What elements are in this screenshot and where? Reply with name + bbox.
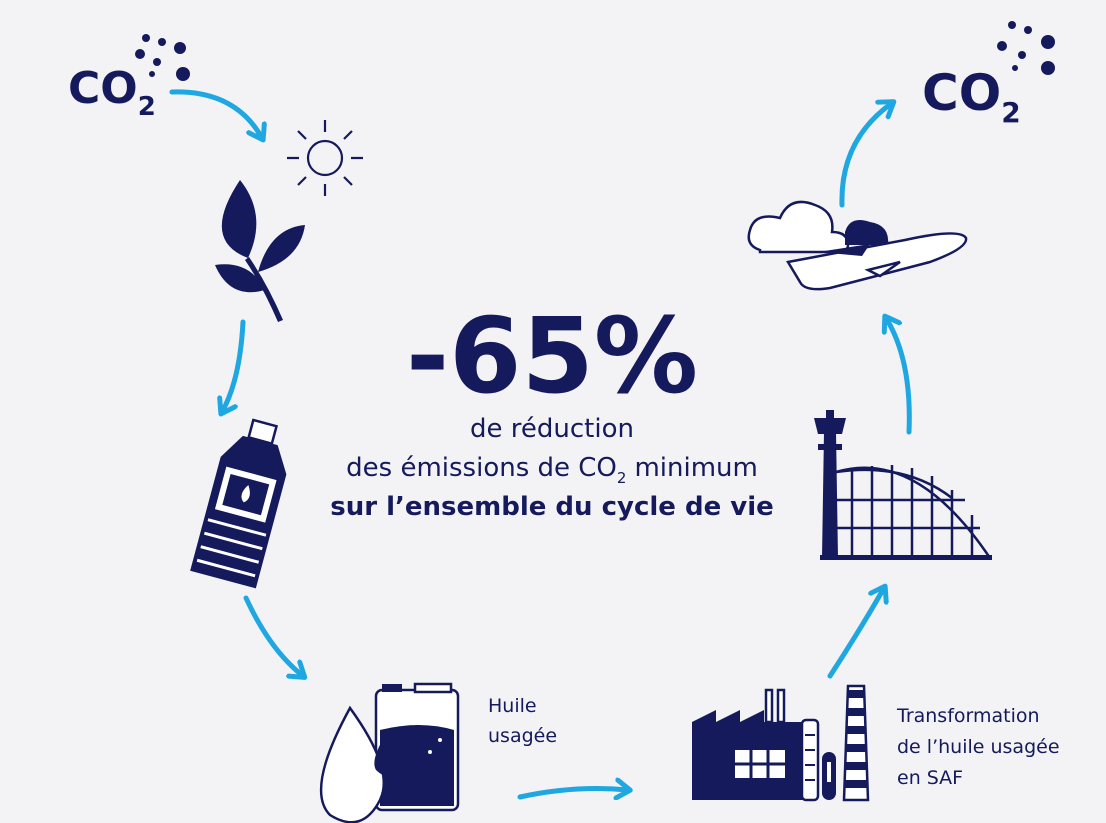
line-part: des émissions de CO: [346, 453, 617, 483]
arrow: [222, 319, 246, 412]
label-line: Huile: [488, 695, 537, 717]
bottle-icon: [190, 418, 287, 589]
arrow: [827, 588, 884, 679]
cycle-arrows: [169, 89, 912, 797]
transformation-label: Transformation de l’huile usagée en SAF: [896, 705, 1066, 789]
center-line: des émissions de CO2 minimum: [346, 453, 758, 487]
co2-sub: 2: [138, 92, 156, 122]
airport-icon: [814, 410, 992, 560]
co2-main: CO: [68, 63, 138, 114]
label-line: de l’huile usagée: [897, 736, 1060, 758]
arrow: [243, 595, 303, 676]
plane-icon: [747, 200, 968, 291]
co2-left: CO2: [68, 34, 190, 122]
co2-sub: 2: [1001, 96, 1020, 129]
sun-icon: [287, 120, 363, 196]
oil-icon: [319, 682, 460, 823]
factory-icon: [692, 684, 870, 802]
co2-label: CO2: [922, 64, 1021, 129]
co2-label: CO2: [68, 63, 156, 122]
line-subscript: 2: [617, 469, 627, 487]
arrow: [169, 89, 262, 138]
center-line: de réduction: [470, 414, 634, 444]
co2-right: CO2: [922, 21, 1055, 129]
arrow: [886, 318, 912, 435]
label-line: en SAF: [897, 767, 963, 789]
headline: -65%: [406, 295, 698, 417]
co2-main: CO: [922, 64, 1001, 122]
label-line: usagée: [488, 725, 557, 747]
center-statement: -65% de réduction des émissions de CO2 mi…: [330, 295, 774, 522]
plant-icon: [215, 180, 305, 322]
label-line: Transformation: [896, 705, 1040, 727]
arrow: [839, 103, 892, 208]
line-part: minimum: [634, 453, 757, 483]
oil-label: Huile usagée: [488, 695, 557, 747]
arrow: [517, 789, 628, 797]
center-line: sur l’ensemble du cycle de vie: [330, 492, 774, 522]
